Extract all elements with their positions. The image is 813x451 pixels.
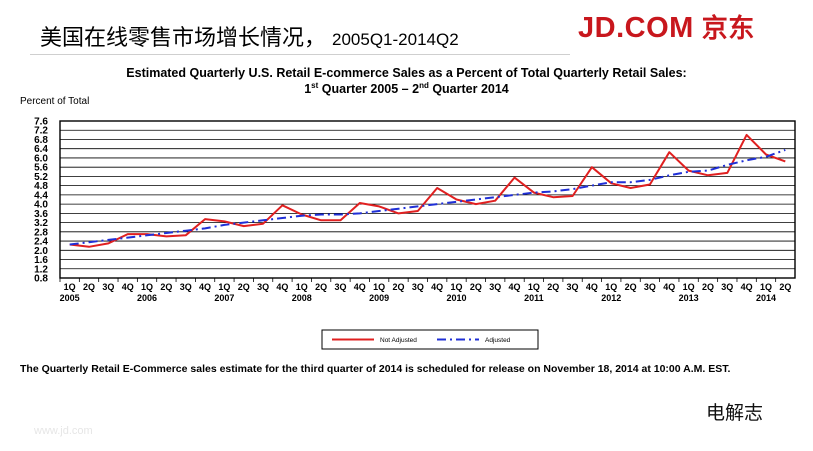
slide-title: 美国在线零售市场增长情况， 2005Q1-2014Q2 <box>40 20 459 52</box>
x-tick-label: 1Q <box>218 282 230 292</box>
year-label: 2007 <box>214 293 234 303</box>
year-label: 2011 <box>524 293 544 303</box>
y-tick-label: 4.0 <box>34 200 48 211</box>
brand-cn: 京东 <box>701 14 755 44</box>
x-tick-label: 4Q <box>509 282 521 292</box>
x-tick-label: 2Q <box>83 282 95 292</box>
title-divider <box>30 54 570 55</box>
x-tick-label: 4Q <box>431 282 443 292</box>
x-tick-label: 2Q <box>470 282 482 292</box>
x-tick-label: 2Q <box>238 282 250 292</box>
y-tick-label: 7.2 <box>34 126 48 137</box>
x-tick-label: 4Q <box>586 282 598 292</box>
x-tick-label: 1Q <box>683 282 695 292</box>
brand-latin: JD.COM <box>578 12 694 44</box>
x-tick-label: 1Q <box>451 282 463 292</box>
x-tick-label: 1Q <box>528 282 540 292</box>
y-tick-label: 5.2 <box>34 172 48 183</box>
slide-title-range: 2005Q1-2014Q2 <box>332 30 459 49</box>
y-tick-label: 4.8 <box>34 181 48 192</box>
x-tick-label: 1Q <box>760 282 772 292</box>
chart-title-line2: 1st Quarter 2005 – 2nd Quarter 2014 <box>0 81 813 96</box>
y-axis-label: Percent of Total <box>20 96 90 107</box>
chart-title-part: Quarter 2014 <box>428 82 509 97</box>
year-label: 2012 <box>601 293 621 303</box>
release-note: The Quarterly Retail E-Commerce sales es… <box>20 363 731 375</box>
x-tick-label: 1Q <box>296 282 308 292</box>
watermark-text: 电解志 <box>706 402 764 424</box>
year-label: 2008 <box>292 293 312 303</box>
y-tick-label: 3.2 <box>34 218 48 229</box>
x-tick-label: 1Q <box>373 282 385 292</box>
x-tick-label: 2Q <box>625 282 637 292</box>
year-label: 2013 <box>679 293 699 303</box>
y-tick-label: 6.4 <box>34 144 48 155</box>
y-tick-label: 7.6 <box>34 117 48 128</box>
x-tick-label: 3Q <box>644 282 656 292</box>
x-tick-label: 4Q <box>354 282 366 292</box>
x-tick-label: 4Q <box>199 282 211 292</box>
x-tick-label: 3Q <box>567 282 579 292</box>
x-tick-label: 2Q <box>392 282 404 292</box>
jd-logo: JD.COM 京东 <box>578 8 755 45</box>
year-label: 2005 <box>60 293 80 303</box>
year-label: 2014 <box>756 293 776 303</box>
y-tick-label: 2.8 <box>34 227 48 238</box>
chart-title-part: Quarter 2005 – 2 <box>318 82 420 97</box>
y-tick-label: 1.6 <box>34 255 48 266</box>
x-tick-label: 3Q <box>180 282 192 292</box>
y-tick-label: 3.6 <box>34 209 48 220</box>
year-label: 2010 <box>446 293 466 303</box>
chart-title-part: nd <box>419 81 429 90</box>
x-tick-label: 2Q <box>779 282 791 292</box>
legend-label: Not Adjusted <box>380 337 417 344</box>
y-tick-label: 5.6 <box>34 163 48 174</box>
x-tick-label: 3Q <box>412 282 424 292</box>
series-line-not-adjusted <box>69 133 786 248</box>
footer-url: www.jd.com <box>34 425 93 437</box>
x-tick-label: 3Q <box>102 282 114 292</box>
x-tick-label: 4Q <box>122 282 134 292</box>
x-tick-label: 1Q <box>605 282 617 292</box>
x-tick-label: 2Q <box>702 282 714 292</box>
legend-box <box>321 329 539 350</box>
x-tick-label: 3Q <box>489 282 501 292</box>
x-tick-label: 4Q <box>741 282 753 292</box>
chart-title-part: 1 <box>304 82 312 97</box>
x-tick-label: 3Q <box>721 282 733 292</box>
series-line-adjusted <box>69 148 786 246</box>
x-tick-label: 1Q <box>141 282 153 292</box>
x-tick-label: 2Q <box>547 282 559 292</box>
x-tick-label: 1Q <box>64 282 76 292</box>
y-tick-label: 4.4 <box>34 190 48 201</box>
x-tick-label: 4Q <box>663 282 675 292</box>
y-tick-label: 2.4 <box>34 237 48 248</box>
y-tick-label: 0.8 <box>34 274 48 285</box>
x-tick-label: 2Q <box>315 282 327 292</box>
year-label: 2009 <box>369 293 389 303</box>
slide-title-text: 美国在线零售市场增长情况， <box>40 26 327 51</box>
chart-title-part: st <box>311 81 319 90</box>
y-tick-label: 6.0 <box>34 153 48 164</box>
x-tick-label: 2Q <box>160 282 172 292</box>
y-tick-label: 2.0 <box>34 246 48 257</box>
y-tick-label: 1.2 <box>34 264 48 275</box>
y-tick-label: 6.8 <box>34 135 48 146</box>
x-tick-label: 3Q <box>257 282 269 292</box>
year-label: 2006 <box>137 293 157 303</box>
x-tick-label: 3Q <box>334 282 346 292</box>
x-tick-label: 4Q <box>276 282 288 292</box>
legend-label: Adjusted <box>485 337 511 344</box>
chart-title-line1: Estimated Quarterly U.S. Retail E-commer… <box>126 66 687 80</box>
